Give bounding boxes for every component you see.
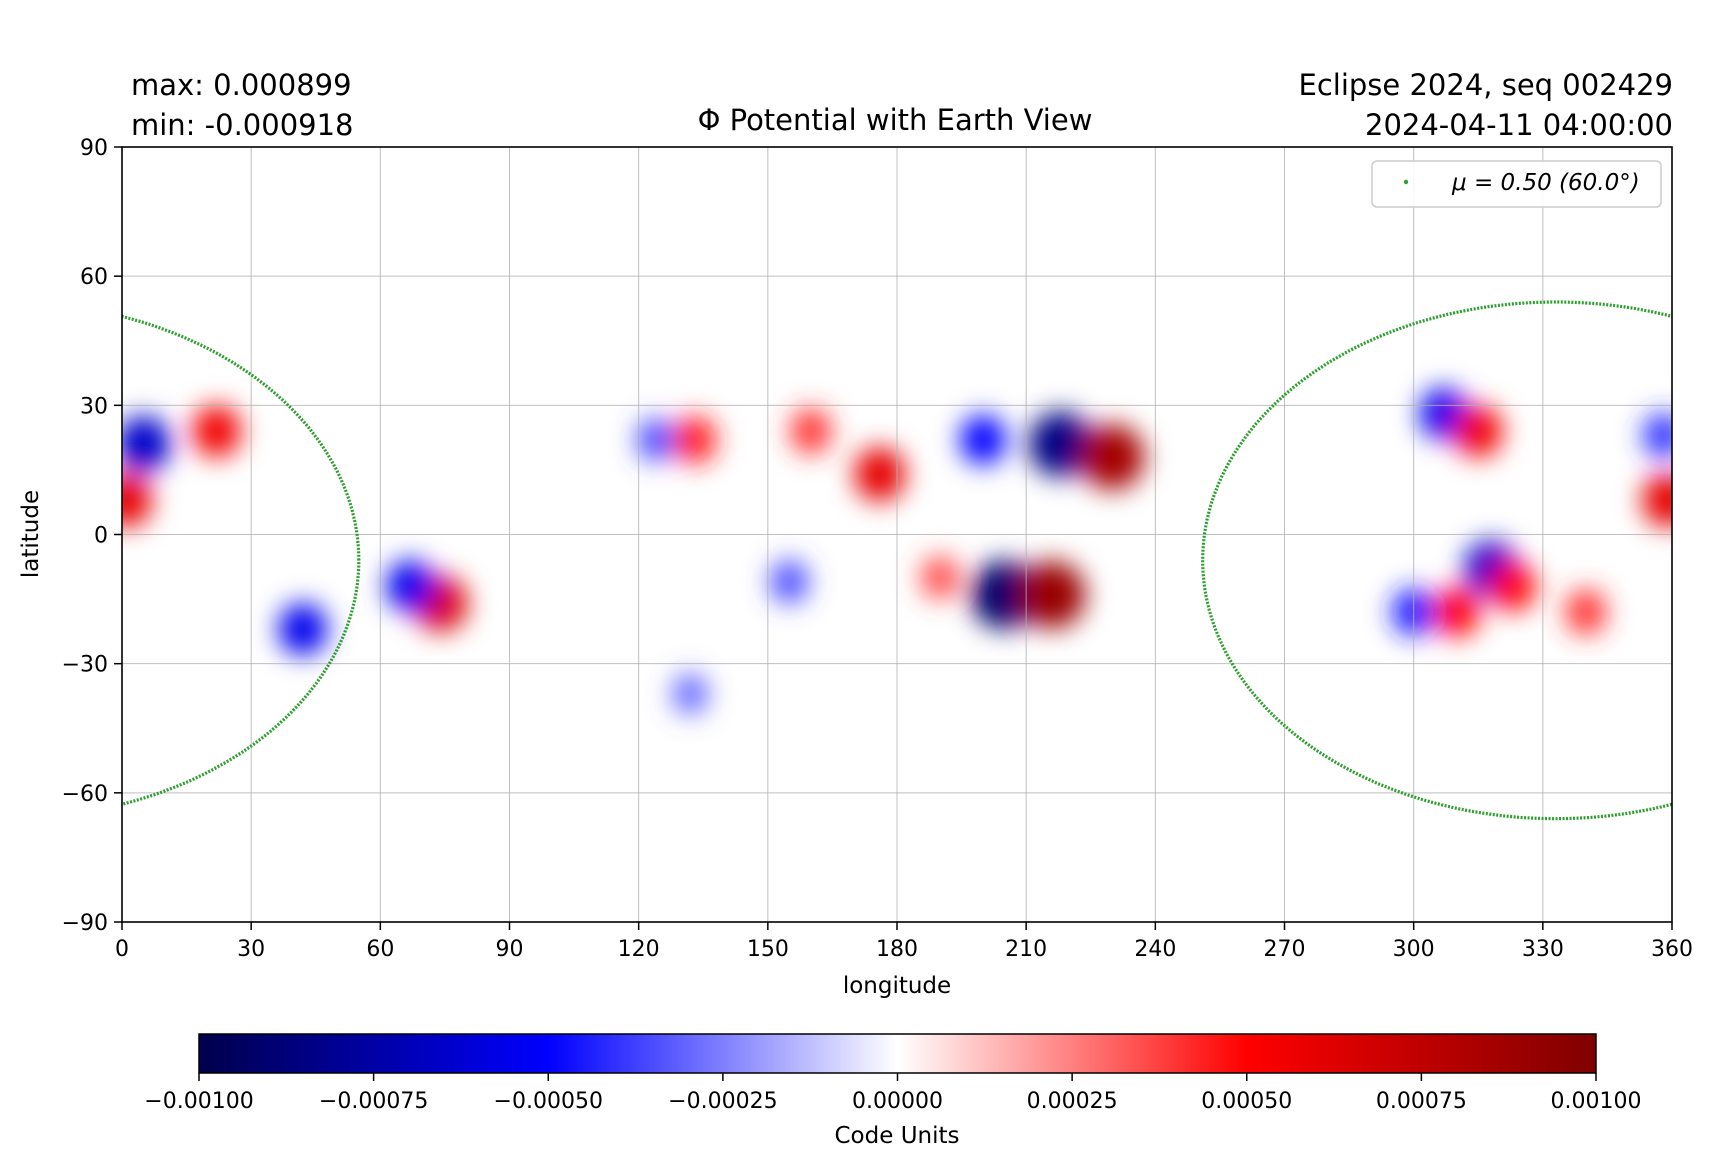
x-tick-label: 240 <box>1134 937 1176 962</box>
heatmap-feature <box>970 560 1039 629</box>
heatmap-feature <box>920 555 960 600</box>
heatmap-feature <box>1080 424 1145 490</box>
heatmap-feature <box>1642 412 1672 459</box>
colorbar-label: Code Units <box>835 1123 960 1149</box>
heatmap-feature <box>122 415 171 473</box>
timestamp-label: 2024-04-11 04:00:00 <box>1365 108 1673 142</box>
y-ticks: 90 60 30 0 −30 −60 −90 <box>62 136 122 936</box>
y-tick-label: 90 <box>80 136 108 161</box>
map-axes: 0 30 60 90 120 150 180 210 240 270 300 330 360 90603… <box>18 136 1693 999</box>
x-tick-label: 330 <box>1522 937 1564 962</box>
x-tick-label: 300 <box>1393 937 1435 962</box>
heatmap-feature <box>278 603 328 656</box>
heatmap-feature <box>1028 411 1093 477</box>
x-tick-label: 360 <box>1651 937 1693 962</box>
x-tick-label: 60 <box>366 937 394 962</box>
colorbar-tick-label: 0.00025 <box>1027 1089 1118 1114</box>
y-tick-label: −30 <box>62 653 108 678</box>
x-tick-label: 30 <box>237 937 265 962</box>
earth-view-contour <box>122 300 1672 821</box>
x-axis-label: longitude <box>843 973 951 999</box>
x-tick-label: 120 <box>618 937 660 962</box>
heatmap-feature <box>790 408 832 454</box>
legend: μ = 0.50 (60.0°) <box>1371 160 1662 208</box>
heatmap-feature <box>770 560 809 604</box>
colorbar-tick-label: 0.00075 <box>1376 1089 1467 1114</box>
colorbar-tick-label: −0.00075 <box>319 1089 428 1114</box>
heatmap-feature <box>672 673 709 715</box>
colorbar: −0.00100 −0.00075 −0.00050 −0.00025 0.00000 0… <box>144 1033 1641 1149</box>
x-tick-label: 90 <box>496 937 524 962</box>
x-tick-label: 150 <box>747 937 789 962</box>
chart-title: Φ Potential with Earth View <box>697 103 1093 137</box>
heatmap-feature <box>1453 405 1503 458</box>
heatmap-layer <box>122 387 1672 715</box>
x-ticks: 0 30 60 90 120 150 180 210 240 270 300 330 360 <box>115 922 1693 962</box>
colorbar-tick-label: −0.00100 <box>144 1089 253 1114</box>
heatmap-feature <box>1489 561 1536 612</box>
heatmap-feature <box>1565 589 1607 635</box>
y-tick-label: −90 <box>62 911 108 936</box>
x-tick-label: 270 <box>1264 937 1306 962</box>
heatmap-feature <box>192 405 242 458</box>
colorbar-tick-label: −0.00025 <box>668 1089 777 1114</box>
y-tick-label: 0 <box>94 524 108 549</box>
colorbar-gradient <box>198 1033 1597 1074</box>
heatmap-feature <box>1018 560 1086 629</box>
colorbar-tick-label: −0.00050 <box>494 1089 603 1114</box>
heatmap-feature <box>672 415 717 464</box>
colorbar-ticks: −0.00100 −0.00075 −0.00050 −0.00025 0.00000 0… <box>144 1073 1641 1114</box>
heatmap-feature <box>1433 587 1480 637</box>
max-value-label: max: 0.000899 <box>131 68 352 102</box>
heatmap-feature <box>960 414 1007 465</box>
y-tick-label: 30 <box>80 394 108 419</box>
y-tick-label: 60 <box>80 265 108 290</box>
earth-view-ring <box>122 314 361 806</box>
legend-box <box>1371 160 1662 208</box>
sequence-label: Eclipse 2024, seq 002429 <box>1298 68 1673 102</box>
heatmap-feature <box>1642 472 1672 528</box>
legend-marker <box>1403 179 1409 185</box>
heatmap-feature <box>386 560 435 613</box>
colorbar-tick-label: 0.00000 <box>852 1089 943 1114</box>
min-value-label: min: -0.000918 <box>131 108 354 142</box>
legend-entry: μ = 0.50 (60.0°) <box>1451 170 1640 196</box>
heatmap-feature <box>122 472 152 528</box>
colorbar-tick-label: 0.00050 <box>1201 1089 1292 1114</box>
heatmap-feature <box>854 447 906 502</box>
x-tick-label: 180 <box>876 937 918 962</box>
heatmap-feature <box>636 418 675 462</box>
y-tick-label: −60 <box>62 782 108 807</box>
x-tick-label: 210 <box>1005 937 1047 962</box>
x-tick-label: 0 <box>115 937 129 962</box>
colorbar-tick-label: 0.00100 <box>1551 1089 1642 1114</box>
earth-view-ring <box>1201 300 1672 821</box>
y-axis-label: latitude <box>18 490 44 578</box>
